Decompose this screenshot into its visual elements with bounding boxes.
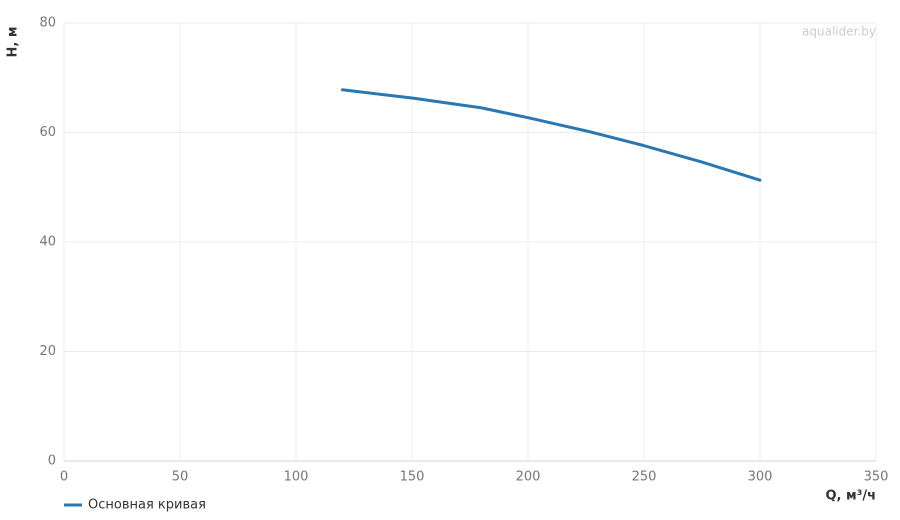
- y-axis-label: H, м: [6, 27, 21, 58]
- data-line: [340, 88, 762, 182]
- x-tick-label: 350: [864, 470, 889, 485]
- watermark: aqualider.by: [802, 25, 876, 39]
- x-tick-label: 100: [284, 470, 309, 485]
- y-tick-label: 0: [48, 454, 56, 469]
- y-tick-label: 20: [39, 344, 56, 359]
- x-tick-label: 50: [172, 470, 189, 485]
- x-tick-label: 200: [516, 470, 541, 485]
- x-tick-label: 0: [60, 470, 68, 485]
- y-tick-label: 40: [39, 235, 56, 250]
- y-tick-label: 60: [39, 125, 56, 140]
- x-tick-label: 300: [748, 470, 773, 485]
- x-tick-label: 250: [632, 470, 657, 485]
- x-axis-label: Q, м³/ч: [825, 489, 876, 504]
- y-tick-label: 80: [39, 16, 56, 31]
- x-tick-label: 150: [400, 470, 425, 485]
- legend-label: Основная кривая: [88, 498, 206, 513]
